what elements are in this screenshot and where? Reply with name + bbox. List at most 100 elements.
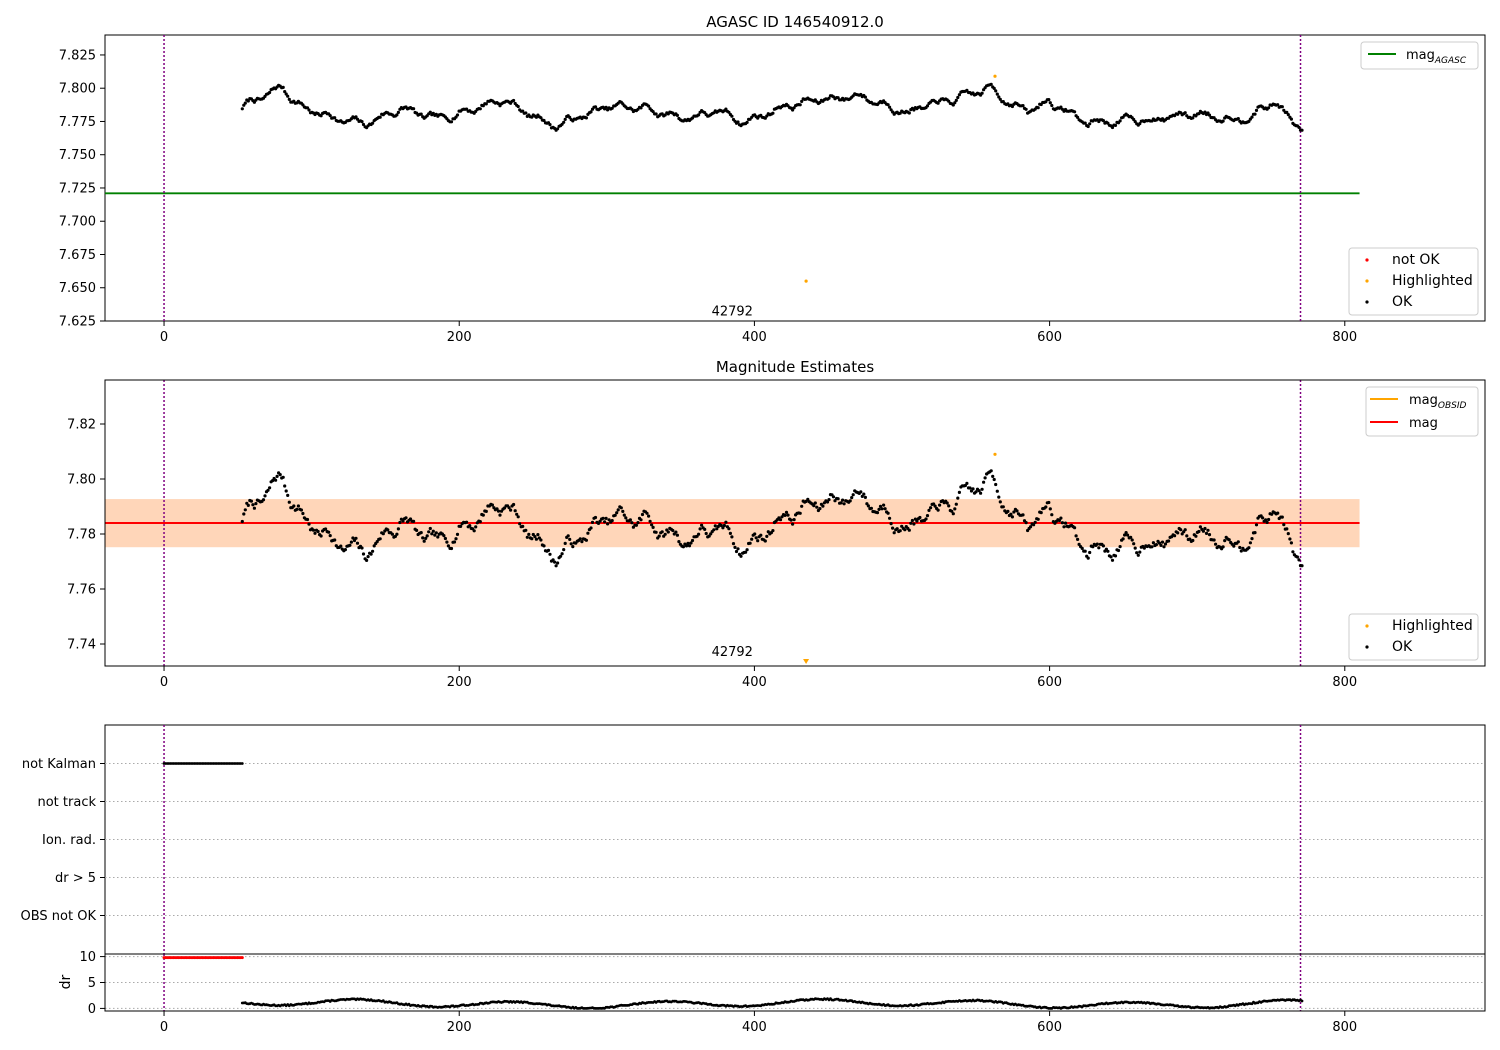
ok-point <box>1162 545 1166 549</box>
ok-point <box>1214 542 1218 546</box>
ok-point <box>712 528 716 532</box>
ok-point <box>355 541 360 545</box>
x-tick-label: 600 <box>1037 330 1062 345</box>
ok-point <box>551 558 555 562</box>
ok-point <box>311 528 316 532</box>
ok-point <box>348 543 352 547</box>
ok-point <box>349 540 353 544</box>
ok-point <box>1001 505 1005 509</box>
ok-point <box>745 120 749 124</box>
ok-point <box>639 518 643 522</box>
ok-point <box>877 507 881 511</box>
ok-point <box>263 494 267 498</box>
ok-point <box>800 99 804 103</box>
ok-point <box>468 524 472 528</box>
flag-category-label: not Kalman <box>22 757 96 772</box>
ok-point <box>1264 518 1268 522</box>
ok-point <box>1032 523 1036 527</box>
ok-point <box>1113 554 1118 558</box>
ok-point <box>1173 534 1177 538</box>
ok-point <box>266 488 270 492</box>
ok-point <box>1238 545 1242 550</box>
ok-point <box>647 104 651 108</box>
ok-point <box>898 529 902 533</box>
ok-point <box>945 501 949 505</box>
panel-flags: not Kalman not track Ion. rad. dr > 5 OBS no… <box>21 724 1486 955</box>
ok-point <box>590 520 595 525</box>
ok-point <box>404 516 408 520</box>
ok-point <box>736 120 740 124</box>
ok-point <box>745 548 749 552</box>
y-tick-label: 10 <box>79 950 96 965</box>
ok-point <box>478 107 482 111</box>
ok-point <box>1207 533 1212 537</box>
x-tick-label: 0 <box>160 675 168 690</box>
ok-point <box>1267 106 1271 110</box>
ok-point <box>1289 117 1293 121</box>
ok-point <box>1110 125 1115 130</box>
ok-point <box>1253 531 1257 535</box>
ok-point <box>630 521 634 525</box>
ok-point <box>663 532 667 536</box>
ok-point <box>443 536 447 541</box>
ok-point <box>713 524 717 528</box>
ok-point <box>584 116 589 120</box>
ok-point <box>524 528 528 532</box>
x-tick-label: 800 <box>1332 330 1357 345</box>
ok-point <box>1062 525 1066 529</box>
ok-point <box>554 564 558 568</box>
y-tick-label: 7.80 <box>67 473 96 488</box>
ok-point <box>891 110 895 114</box>
ok-point <box>979 491 983 495</box>
ok-point <box>1150 545 1154 549</box>
ok-point <box>1033 520 1037 524</box>
ok-point <box>1097 546 1101 550</box>
ok-point <box>995 489 999 493</box>
ok-point <box>754 536 758 540</box>
ok-point <box>821 504 825 508</box>
ok-point <box>433 533 437 537</box>
ok-point <box>283 484 287 488</box>
ok-point <box>1300 564 1304 568</box>
ok-point <box>938 503 942 507</box>
ok-point <box>419 531 423 535</box>
ok-point <box>825 500 830 504</box>
ok-point <box>1286 532 1290 536</box>
ok-point <box>1138 122 1142 126</box>
ok-point <box>677 540 681 544</box>
ok-point <box>1048 101 1052 105</box>
ok-point <box>997 95 1001 99</box>
legend-label-sub: AGASC <box>1434 56 1467 66</box>
ok-point <box>639 106 643 110</box>
y-tick-label: 7.825 <box>59 48 96 63</box>
panel-4-ylabel: dr <box>58 974 74 989</box>
ok-point <box>827 96 831 100</box>
ok-point <box>401 519 405 523</box>
flag-category-label: Ion. rad. <box>42 833 96 848</box>
ok-point <box>654 530 658 534</box>
y-tick-label: 7.775 <box>59 115 96 130</box>
ok-point <box>859 490 863 494</box>
ok-point <box>562 120 566 124</box>
ok-point <box>1270 512 1274 516</box>
x-tick-label: 0 <box>160 1020 168 1035</box>
y-tick-label: 7.800 <box>59 82 96 97</box>
ok-point <box>366 555 370 559</box>
ok-point <box>1024 521 1028 525</box>
ok-point <box>756 539 760 543</box>
legend-label-highlighted: Highlighted <box>1392 618 1473 634</box>
y-tick-label: 7.78 <box>67 528 96 543</box>
ok-point <box>748 541 752 545</box>
ok-point <box>763 539 767 543</box>
ok-point <box>454 537 458 541</box>
ok-point <box>888 105 892 109</box>
ok-point <box>1060 521 1064 525</box>
legend-label-main: mag <box>1409 393 1438 408</box>
panel-1-frame <box>104 34 1486 322</box>
ok-point <box>1063 521 1068 525</box>
ok-point <box>994 89 998 93</box>
ok-point <box>287 97 291 101</box>
ok-point <box>515 512 519 516</box>
ok-point <box>1136 553 1140 557</box>
ok-point <box>1280 515 1284 519</box>
